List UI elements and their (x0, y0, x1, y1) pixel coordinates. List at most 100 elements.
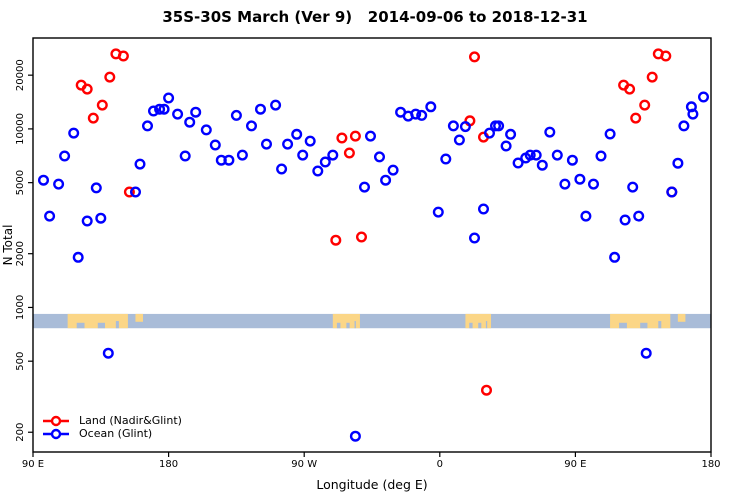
data-point-ocean (447, 120, 459, 132)
map-strip-notch (478, 322, 482, 329)
data-point-ocean (44, 210, 56, 222)
data-point-ocean (574, 173, 586, 185)
map-strip-notch (76, 322, 85, 329)
data-point-land (624, 83, 636, 95)
data-point-ocean (478, 203, 490, 215)
data-point-ocean (640, 347, 652, 359)
data-point-land (336, 132, 348, 144)
data-point-ocean (536, 159, 548, 171)
data-point-ocean (297, 149, 309, 161)
data-point-ocean (129, 186, 141, 198)
map-strip-notch (619, 322, 627, 329)
page-title: 35S-30S March (Ver 9) 2014-09-06 to 2018… (162, 8, 588, 26)
y-tick-label: 200 (15, 423, 26, 442)
data-point-ocean (184, 116, 196, 128)
data-point-ocean (416, 109, 428, 121)
data-point-ocean (493, 120, 505, 132)
data-point-ocean (559, 178, 571, 190)
data-point-ocean (530, 149, 542, 161)
data-point-ocean (134, 158, 146, 170)
legend: Land (Nadir&Glint) Ocean (Glint) (42, 414, 182, 440)
data-point-ocean (102, 347, 114, 359)
x-tick-label: 0 (437, 459, 443, 470)
data-point-ocean (609, 251, 621, 263)
land-marker-icon (43, 415, 69, 426)
data-point-ocean (365, 130, 377, 142)
map-strip-land (677, 313, 686, 322)
data-point-ocean (209, 139, 221, 151)
data-point-land (639, 99, 651, 111)
y-tick-label: 5000 (15, 170, 26, 195)
data-point-ocean (327, 149, 339, 161)
data-point-land (330, 234, 342, 246)
data-point-ocean (469, 232, 481, 244)
legend-label-land: Land (Nadir&Glint) (79, 414, 182, 427)
y-tick-label: 1000 (15, 295, 26, 320)
legend-circle-land (50, 415, 62, 426)
data-point-ocean (53, 178, 65, 190)
data-point-ocean (291, 128, 303, 140)
y-tick-label: 20000 (15, 59, 26, 91)
data-point-ocean (276, 163, 288, 175)
data-point-land (81, 83, 93, 95)
x-tick-label: 90 W (291, 459, 317, 470)
data-point-ocean (588, 178, 600, 190)
plot-border (32, 37, 712, 453)
data-point-ocean (627, 181, 639, 193)
data-point-ocean (261, 138, 273, 150)
data-point-ocean (387, 164, 399, 176)
data-point-land (343, 147, 355, 159)
map-strip-notch (469, 322, 473, 329)
data-point-ocean (698, 91, 710, 103)
data-point-ocean (544, 126, 556, 138)
data-point-ocean (245, 120, 257, 132)
data-point-ocean (90, 182, 102, 194)
map-strip-notch (346, 322, 350, 329)
data-point-ocean (380, 174, 392, 186)
data-point-ocean (425, 101, 437, 113)
data-point-ocean (59, 150, 71, 162)
data-point-ocean (38, 174, 50, 186)
y-tick-label: 2000 (15, 241, 26, 266)
map-strip-notch (658, 321, 662, 329)
data-point-ocean (312, 165, 324, 177)
data-point-land (117, 50, 129, 62)
x-tick-label: 180 (159, 459, 178, 470)
data-point-land (630, 112, 642, 124)
data-point-ocean (255, 103, 267, 115)
data-point-ocean (179, 150, 191, 162)
data-point-ocean (678, 120, 690, 132)
map-strip-land (135, 313, 143, 322)
data-point-ocean (236, 149, 248, 161)
data-point-ocean (141, 120, 153, 132)
data-point-ocean (158, 103, 170, 115)
legend-circle-ocean (50, 428, 62, 439)
data-point-ocean (282, 138, 294, 150)
data-point-land (87, 112, 99, 124)
data-point-ocean (619, 214, 631, 226)
map-strip-notch (336, 322, 341, 329)
data-point-ocean (604, 128, 616, 140)
data-point-ocean (200, 124, 212, 136)
data-point-ocean (95, 212, 107, 224)
data-point-ocean (359, 181, 371, 193)
map-strip-ocean (33, 313, 711, 329)
data-point-ocean (566, 154, 578, 166)
data-point-ocean (453, 134, 465, 146)
data-point-land (123, 186, 135, 198)
data-point-ocean (512, 157, 524, 169)
data-point-ocean (230, 109, 242, 121)
data-point-ocean (270, 99, 282, 111)
x-tick-label: 180 (701, 459, 720, 470)
data-point-ocean (459, 121, 471, 133)
data-point-ocean (190, 106, 202, 118)
legend-item-land: Land (Nadir&Glint) (42, 414, 182, 427)
y-tick-label: 10000 (15, 113, 26, 145)
x-tick-label: 90 E (22, 459, 44, 470)
data-point-ocean (505, 128, 517, 140)
data-point-ocean (432, 206, 444, 218)
data-point-ocean (304, 135, 316, 147)
data-point-ocean (172, 108, 184, 120)
data-point-ocean (687, 108, 699, 120)
